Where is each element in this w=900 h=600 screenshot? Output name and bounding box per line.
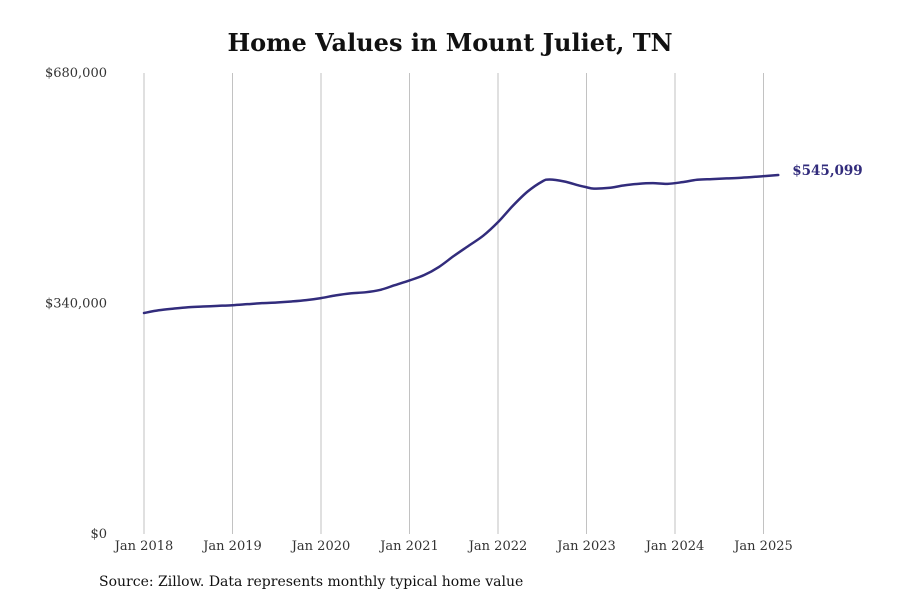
x-axis-ticks: Jan 2018 Jan 2019 Jan 2020 Jan 2021 Jan 2022… <box>113 539 793 554</box>
chart-title: Home Values in Mount Juliet, TN <box>227 28 673 57</box>
end-value-label: $545,099 <box>792 163 862 179</box>
x-tick-label: Jan 2022 <box>467 539 528 554</box>
series-layer: $545,099 <box>142 163 863 315</box>
x-tick-label: Jan 2020 <box>290 539 351 554</box>
x-tick-label: Jan 2019 <box>201 539 262 554</box>
y-tick-label: $340,000 <box>45 297 107 312</box>
y-tick-label: $0 <box>90 527 107 542</box>
gridlines <box>143 73 764 534</box>
x-tick-label: Jan 2021 <box>378 539 439 554</box>
y-tick-label: $680,000 <box>45 66 107 81</box>
source-note: Source: Zillow. Data represents monthly … <box>99 574 524 590</box>
x-tick-label: Jan 2025 <box>732 539 793 554</box>
x-tick-label: Jan 2024 <box>644 539 705 554</box>
x-tick-label: Jan 2023 <box>555 539 616 554</box>
x-tick-label: Jan 2018 <box>113 539 174 554</box>
y-axis-ticks: $0 $340,000 $680,000 <box>45 66 107 542</box>
series-line <box>142 173 780 315</box>
